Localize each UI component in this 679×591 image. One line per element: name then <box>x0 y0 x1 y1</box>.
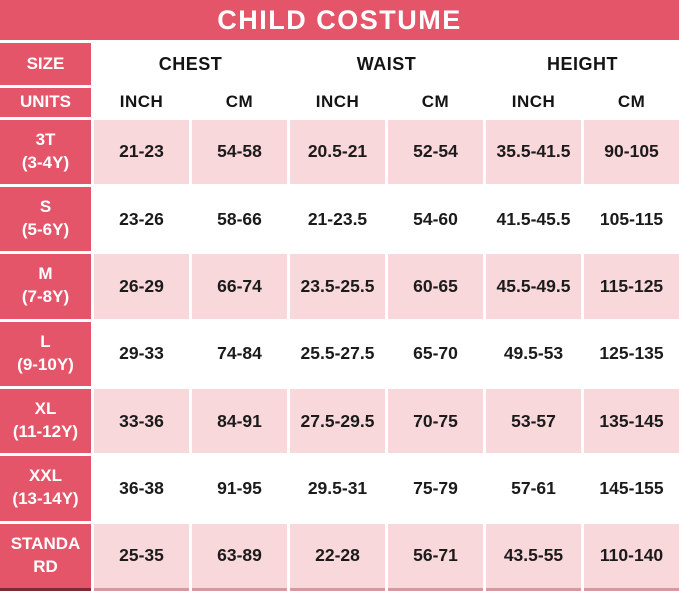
height-inch-label: INCH <box>486 88 581 117</box>
height-header-cell: HEIGHT <box>486 43 679 86</box>
table-row: STANDA RD 25-35 63-89 22-28 56-71 43.5-5… <box>0 523 679 591</box>
waist-inch-value: 21-23.5 <box>290 186 385 252</box>
height-cm-label: CM <box>584 88 679 117</box>
waist-cm-value: 60-65 <box>388 254 483 319</box>
table-row: S (5-6Y) 23-26 58-66 21-23.5 54-60 41.5-… <box>0 186 679 252</box>
waist-inch-value: 25.5-27.5 <box>290 321 385 386</box>
height-inch-value: 45.5-49.5 <box>486 254 581 319</box>
chest-inch-value: 36-38 <box>94 456 189 521</box>
height-inch-value: 49.5-53 <box>486 321 581 386</box>
height-inch-value: 43.5-55 <box>486 523 581 591</box>
units-header-cell: UNITS <box>0 88 91 117</box>
chest-cm-value: 91-95 <box>192 456 287 521</box>
size-age: (13-14Y) <box>12 489 79 509</box>
size-label-standard: STANDA RD <box>0 523 91 591</box>
chest-inch-value: 25-35 <box>94 523 189 591</box>
size-label-l: L (9-10Y) <box>0 321 91 386</box>
waist-cm-label: CM <box>388 88 483 117</box>
chest-inch-value: 23-26 <box>94 186 189 252</box>
chest-cm-value: 63-89 <box>192 523 287 591</box>
waist-header-cell: WAIST <box>290 43 483 86</box>
size-label-m: M (7-8Y) <box>0 254 91 319</box>
size-label-xxl: XXL (13-14Y) <box>0 456 91 521</box>
height-inch-value: 35.5-41.5 <box>486 119 581 184</box>
height-cm-value: 105-115 <box>584 186 679 252</box>
size-name: S <box>39 197 52 217</box>
size-age: (7-8Y) <box>21 287 70 307</box>
height-inch-value: 57-61 <box>486 456 581 521</box>
size-age: RD <box>33 556 58 576</box>
waist-cm-value: 65-70 <box>388 321 483 386</box>
chest-inch-label: INCH <box>94 88 189 117</box>
table-row: M (7-8Y) 26-29 66-74 23.5-25.5 60-65 45.… <box>0 254 679 319</box>
height-cm-value: 125-135 <box>584 321 679 386</box>
size-age: (3-4Y) <box>21 152 70 172</box>
size-label-s: S (5-6Y) <box>0 186 91 252</box>
size-name: STANDA <box>10 533 81 553</box>
chest-inch-value: 29-33 <box>94 321 189 386</box>
waist-inch-value: 29.5-31 <box>290 456 385 521</box>
chest-cm-value: 66-74 <box>192 254 287 319</box>
chest-inch-value: 33-36 <box>94 388 189 454</box>
chest-inch-value: 21-23 <box>94 119 189 184</box>
title-row: CHILD COSTUME <box>0 0 679 41</box>
chest-cm-value: 84-91 <box>192 388 287 454</box>
group-header-row: SIZE CHEST WAIST HEIGHT <box>0 43 679 86</box>
waist-inch-value: 22-28 <box>290 523 385 591</box>
waist-inch-value: 27.5-29.5 <box>290 388 385 454</box>
chest-inch-value: 26-29 <box>94 254 189 319</box>
chest-header-cell: CHEST <box>94 43 287 86</box>
height-cm-value: 145-155 <box>584 456 679 521</box>
size-age: (5-6Y) <box>21 220 70 240</box>
waist-cm-value: 52-54 <box>388 119 483 184</box>
waist-inch-value: 20.5-21 <box>290 119 385 184</box>
size-label-xl: XL (11-12Y) <box>0 388 91 454</box>
table-row: XXL (13-14Y) 36-38 91-95 29.5-31 75-79 5… <box>0 456 679 521</box>
chest-cm-value: 74-84 <box>192 321 287 386</box>
chart-title: CHILD COSTUME <box>0 0 679 41</box>
height-cm-value: 135-145 <box>584 388 679 454</box>
size-header-cell: SIZE <box>0 43 91 86</box>
waist-cm-value: 70-75 <box>388 388 483 454</box>
size-name: 3T <box>35 129 56 149</box>
table-row: XL (11-12Y) 33-36 84-91 27.5-29.5 70-75 … <box>0 388 679 454</box>
chest-cm-value: 58-66 <box>192 186 287 252</box>
table-row: 3T (3-4Y) 21-23 54-58 20.5-21 52-54 35.5… <box>0 119 679 184</box>
size-age: (11-12Y) <box>12 422 79 442</box>
table-row: L (9-10Y) 29-33 74-84 25.5-27.5 65-70 49… <box>0 321 679 386</box>
units-header-row: UNITS INCH CM INCH CM INCH CM <box>0 88 679 117</box>
chest-cm-value: 54-58 <box>192 119 287 184</box>
height-cm-value: 115-125 <box>584 254 679 319</box>
height-cm-value: 110-140 <box>584 523 679 591</box>
size-name: XL <box>34 399 57 419</box>
height-cm-value: 90-105 <box>584 119 679 184</box>
size-name: M <box>38 264 53 284</box>
waist-cm-value: 54-60 <box>388 186 483 252</box>
height-inch-value: 53-57 <box>486 388 581 454</box>
height-inch-value: 41.5-45.5 <box>486 186 581 252</box>
size-age: (9-10Y) <box>17 354 74 374</box>
size-label-3t: 3T (3-4Y) <box>0 119 91 184</box>
chest-cm-label: CM <box>192 88 287 117</box>
size-name: L <box>40 331 51 351</box>
waist-cm-value: 56-71 <box>388 523 483 591</box>
waist-cm-value: 75-79 <box>388 456 483 521</box>
waist-inch-label: INCH <box>290 88 385 117</box>
waist-inch-value: 23.5-25.5 <box>290 254 385 319</box>
size-name: XXL <box>28 466 63 486</box>
